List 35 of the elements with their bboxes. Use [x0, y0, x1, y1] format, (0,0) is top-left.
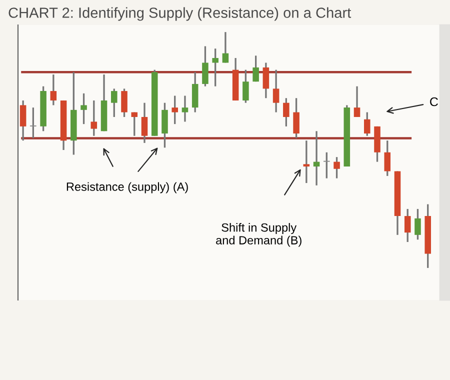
candlestick	[111, 88, 118, 118]
candlestick	[182, 94, 188, 123]
annotation: Shift in Supply and Demand (B)	[216, 223, 302, 247]
candlestick	[121, 88, 128, 118]
candlestick	[354, 85, 360, 118]
candlestick	[20, 100, 26, 142]
candlestick	[262, 62, 270, 99]
candlestick	[313, 130, 320, 186]
candlestick	[252, 54, 259, 82]
candlestick	[303, 140, 310, 184]
candlestick	[131, 111, 138, 137]
candlestick	[202, 45, 208, 88]
candlestick	[172, 94, 178, 125]
candlestick	[141, 102, 148, 144]
candlestick	[30, 106, 36, 140]
candlestick	[404, 208, 411, 243]
candlestick	[324, 152, 330, 180]
candlestick	[334, 156, 340, 180]
candlestick	[293, 97, 300, 140]
candlestick	[80, 92, 87, 125]
candlestick	[414, 208, 421, 240]
candlestick	[90, 100, 98, 137]
candlestick	[242, 68, 249, 104]
candlestick	[222, 31, 229, 64]
candlestick	[162, 102, 168, 148]
candlestick	[50, 74, 57, 106]
chart-title: CHART 2: Identifying Supply (Resistance) on a Chart	[8, 7, 352, 21]
candlestick	[192, 71, 198, 114]
candlestick	[212, 48, 218, 88]
candlestick	[272, 68, 280, 114]
candlestick	[384, 140, 391, 177]
candlestick	[283, 97, 290, 128]
annotation: Resistance (supply) (A)	[66, 182, 188, 194]
candlestick	[364, 111, 370, 137]
annotation: C	[430, 97, 438, 106]
